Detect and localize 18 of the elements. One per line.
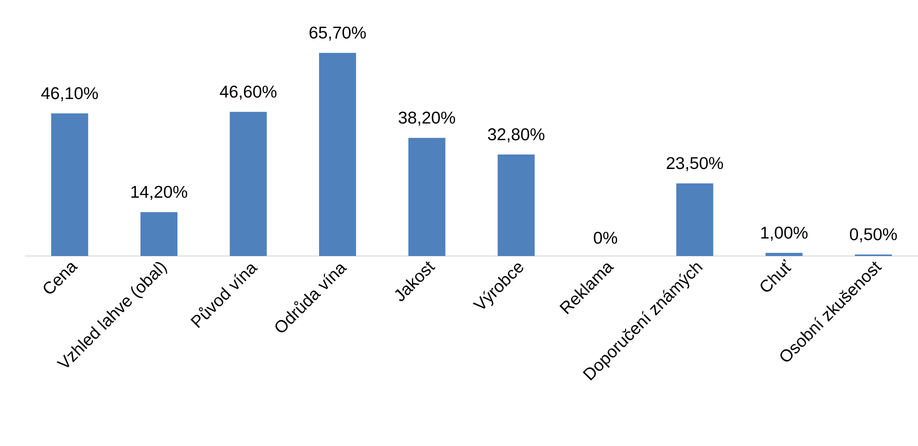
- bar: [498, 154, 535, 256]
- data-label: 14,20%: [131, 186, 188, 200]
- data-label: 23,50%: [666, 157, 723, 172]
- data-label: 46,10%: [41, 87, 98, 102]
- bar: [319, 52, 356, 256]
- bar: [230, 112, 267, 256]
- data-label: 0%: [594, 232, 618, 244]
- bar: [676, 183, 714, 256]
- data-label: 38,20%: [398, 112, 456, 126]
- bar: [51, 113, 88, 256]
- bar: [140, 212, 178, 256]
- data-label: 65,70%: [310, 26, 366, 41]
- data-label: 46,60%: [220, 86, 276, 100]
- data-label: 1,00%: [761, 226, 808, 241]
- bar: [408, 138, 446, 256]
- bar: [766, 252, 803, 256]
- data-label: 0,50%: [850, 228, 897, 242]
- data-label: 32,80%: [488, 128, 544, 142]
